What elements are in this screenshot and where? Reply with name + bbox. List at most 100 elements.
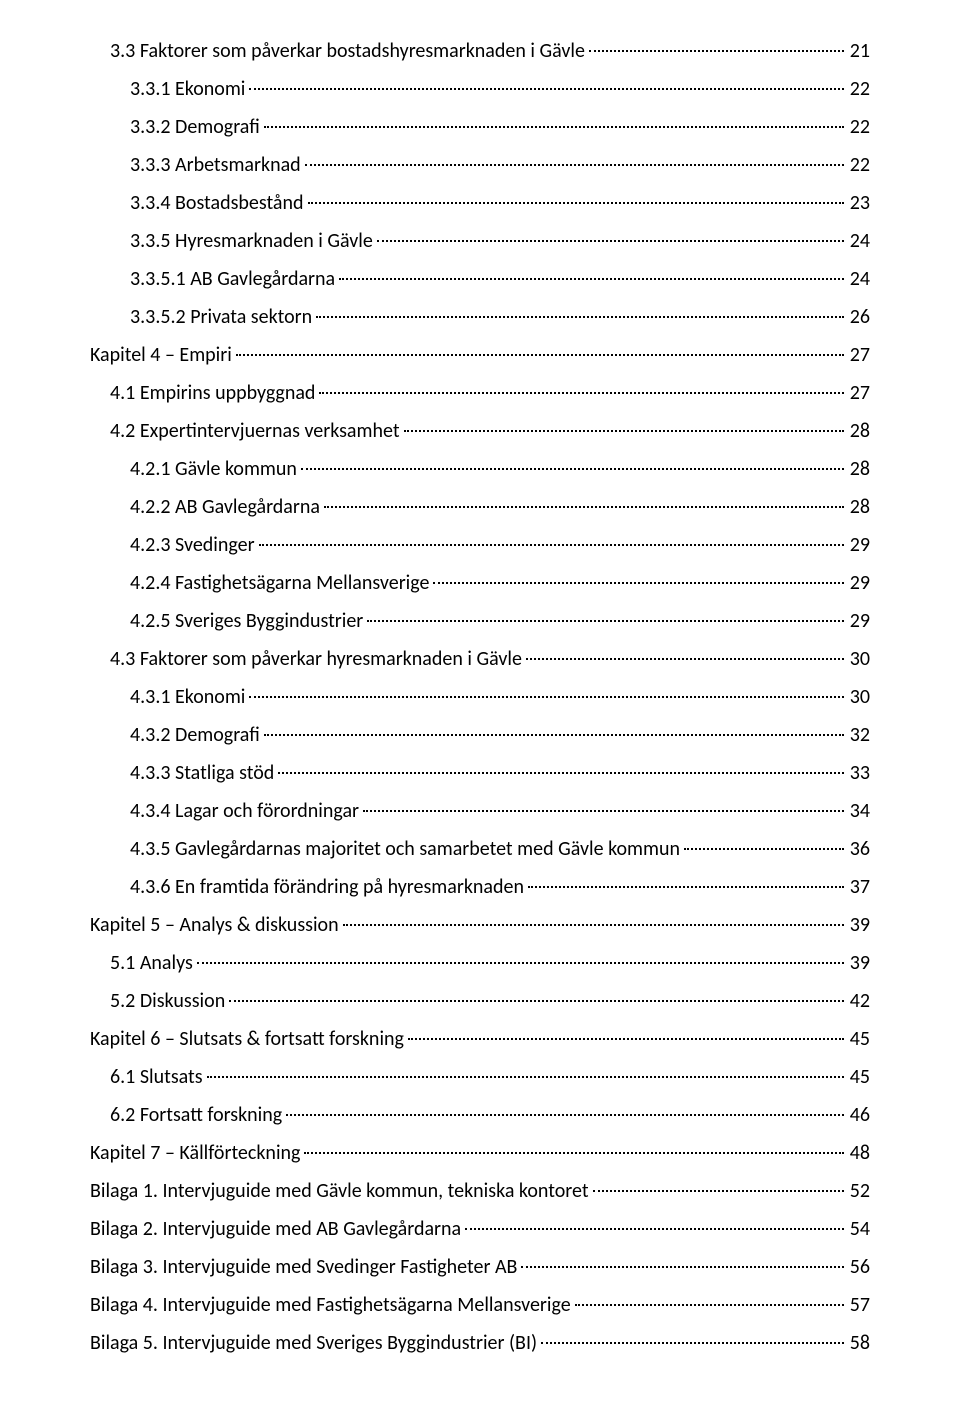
toc-entry: 4.2.4 Fastighetsägarna Mellansverige29	[90, 564, 870, 602]
toc-entry: 3.3.4 Bostadsbestånd 23	[90, 184, 870, 222]
toc-dot-leader	[197, 962, 844, 964]
toc-dot-leader	[236, 354, 844, 356]
toc-entry-label: Bilaga 1. Intervjuguide med Gävle kommun…	[90, 1175, 591, 1207]
toc-entry-page: 36	[846, 833, 870, 865]
toc-entry-label: 4.2.3 Svedinger	[130, 529, 257, 561]
toc-entry-label: 4.2 Expertintervjuernas verksamhet	[110, 415, 402, 447]
toc-entry-label: 4.2.1 Gävle kommun	[130, 453, 299, 485]
toc-entry-page: 26	[846, 301, 870, 333]
toc-entry-page: 37	[846, 871, 870, 903]
toc-dot-leader	[301, 468, 844, 470]
toc-entry-label: 3.3.5.2 Privata sektorn	[130, 301, 314, 333]
toc-entry-label: 4.3.1 Ekonomi	[130, 681, 247, 713]
toc-dot-leader	[339, 278, 844, 280]
toc-dot-leader	[593, 1190, 844, 1192]
toc-dot-leader	[377, 240, 844, 242]
toc-entry-page: 39	[846, 909, 870, 941]
toc-dot-leader	[324, 506, 844, 508]
toc-entry: Bilaga 4. Intervjuguide med Fastighetsäg…	[90, 1286, 870, 1324]
toc-dot-leader	[278, 772, 843, 774]
toc-dot-leader	[465, 1228, 844, 1230]
toc-entry: 4.1 Empirins uppbyggnad 27	[90, 374, 870, 412]
toc-dot-leader	[264, 734, 844, 736]
toc-entry: Kapitel 5 – Analys & diskussion 39	[90, 906, 870, 944]
toc-entry-page: 23	[846, 187, 870, 219]
toc-dot-leader	[316, 316, 844, 318]
toc-entry: Kapitel 4 – Empiri27	[90, 336, 870, 374]
toc-entry-page: 42	[846, 985, 870, 1017]
toc-entry-page: 39	[846, 947, 870, 979]
toc-dot-leader	[541, 1342, 844, 1344]
toc-dot-leader	[305, 164, 844, 166]
toc-entry-label: 4.3 Faktorer som påverkar hyresmarknaden…	[110, 643, 524, 675]
toc-entry: 6.2 Fortsatt forskning 46	[90, 1096, 870, 1134]
toc-dot-leader	[319, 392, 843, 394]
toc-entry-page: 29	[846, 605, 870, 637]
toc-entry: Bilaga 5. Intervjuguide med Sveriges Byg…	[90, 1324, 870, 1362]
toc-entry: Bilaga 3. Intervjuguide med Svedinger Fa…	[90, 1248, 870, 1286]
toc-entry-page: 29	[846, 529, 870, 561]
toc-entry-label: Bilaga 5. Intervjuguide med Sveriges Byg…	[90, 1327, 539, 1359]
toc-entry-label: Bilaga 2. Intervjuguide med AB Gavlegård…	[90, 1213, 463, 1245]
toc-dot-leader	[264, 126, 844, 128]
toc-entry-label: 4.3.5 Gavlegårdarnas majoritet och samar…	[130, 833, 682, 865]
toc-entry-page: 27	[846, 377, 870, 409]
toc-entry-page: 30	[846, 681, 870, 713]
toc-entry-page: 56	[846, 1251, 870, 1283]
toc-entry: 3.3 Faktorer som påverkar bostadshyresma…	[90, 32, 870, 70]
toc-entry-page: 34	[846, 795, 870, 827]
toc-entry: 5.2 Diskussion42	[90, 982, 870, 1020]
toc-dot-leader	[363, 810, 844, 812]
toc-entry-label: 4.3.2 Demografi	[130, 719, 262, 751]
toc-dot-leader	[684, 848, 844, 850]
toc-dot-leader	[259, 544, 844, 546]
toc-entry-label: Kapitel 6 – Slutsats & fortsatt forsknin…	[90, 1023, 406, 1055]
toc-entry: 4.3.1 Ekonomi 30	[90, 678, 870, 716]
toc-entry: 3.3.5.1 AB Gavlegårdarna24	[90, 260, 870, 298]
toc-entry-page: 22	[846, 73, 870, 105]
toc-entry-label: 6.1 Slutsats	[110, 1061, 205, 1093]
toc-entry-page: 29	[846, 567, 870, 599]
toc-entry-label: 4.2.5 Sveriges Byggindustrier	[130, 605, 365, 637]
toc-dot-leader	[367, 620, 843, 622]
toc-entry: 4.2.1 Gävle kommun 28	[90, 450, 870, 488]
toc-entry: 4.2 Expertintervjuernas verksamhet 28	[90, 412, 870, 450]
toc-entry-label: 4.1 Empirins uppbyggnad	[110, 377, 317, 409]
toc-entry-page: 46	[846, 1099, 870, 1131]
toc-entry-label: Kapitel 5 – Analys & diskussion	[90, 909, 341, 941]
toc-entry-label: 3.3.4 Bostadsbestånd	[130, 187, 306, 219]
toc-entry: 3.3.5.2 Privata sektorn 26	[90, 298, 870, 336]
toc-entry-page: 45	[846, 1061, 870, 1093]
toc-entry-page: 45	[846, 1023, 870, 1055]
toc-entry: 4.3.6 En framtida förändring på hyresmar…	[90, 868, 870, 906]
toc-entry-label: 6.2 Fortsatt forskning	[110, 1099, 284, 1131]
toc-entry-label: Bilaga 4. Intervjuguide med Fastighetsäg…	[90, 1289, 573, 1321]
toc-entry-page: 28	[846, 453, 870, 485]
toc-entry-page: 24	[846, 225, 870, 257]
toc-entry-page: 57	[846, 1289, 870, 1321]
toc-entry-label: 4.3.3 Statliga stöd	[130, 757, 276, 789]
toc-entry-page: 21	[846, 35, 870, 67]
toc-dot-leader	[308, 202, 844, 204]
toc-entry: 4.3.3 Statliga stöd33	[90, 754, 870, 792]
toc-dot-leader	[304, 1152, 843, 1154]
toc-entry: 4.2.5 Sveriges Byggindustrier 29	[90, 602, 870, 640]
toc-entry-page: 58	[846, 1327, 870, 1359]
toc-entry-label: Kapitel 7 – Källförteckning	[90, 1137, 302, 1169]
toc-entry-page: 52	[846, 1175, 870, 1207]
toc-dot-leader	[207, 1076, 844, 1078]
toc-dot-leader	[528, 886, 844, 888]
toc-entry: 5.1 Analys 39	[90, 944, 870, 982]
toc-entry-label: 4.3.6 En framtida förändring på hyresmar…	[130, 871, 526, 903]
toc-entry: 6.1 Slutsats 45	[90, 1058, 870, 1096]
toc-entry-page: 27	[846, 339, 870, 371]
toc-entry: Bilaga 1. Intervjuguide med Gävle kommun…	[90, 1172, 870, 1210]
toc-entry: 3.3.2 Demografi22	[90, 108, 870, 146]
toc-dot-leader	[249, 696, 843, 698]
toc-entry-label: 5.1 Analys	[110, 947, 195, 979]
toc-entry-label: 3.3.5.1 AB Gavlegårdarna	[130, 263, 337, 295]
toc-entry-label: 3.3.5 Hyresmarknaden i Gävle	[130, 225, 375, 257]
toc-entry-page: 28	[846, 415, 870, 447]
toc-dot-leader	[249, 88, 843, 90]
toc-dot-leader	[526, 658, 844, 660]
